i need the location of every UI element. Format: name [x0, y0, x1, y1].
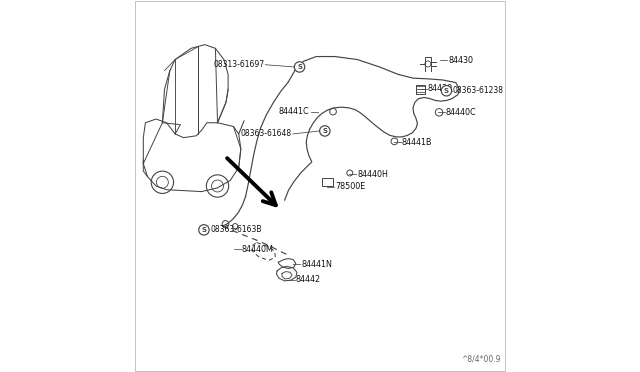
Text: 08363-6163B: 08363-6163B	[211, 225, 262, 234]
Circle shape	[441, 86, 452, 96]
Bar	[322, 178, 333, 186]
Text: 08363-61648: 08363-61648	[241, 129, 292, 138]
Text: 84440H: 84440H	[357, 170, 388, 179]
Text: ^8/4*00.9: ^8/4*00.9	[461, 355, 500, 364]
Text: 84430: 84430	[449, 56, 474, 65]
Text: S: S	[323, 128, 327, 134]
Text: S: S	[444, 88, 449, 94]
Text: 84441B: 84441B	[402, 138, 433, 147]
Text: 84440M: 84440M	[242, 245, 274, 254]
Text: 84442: 84442	[296, 275, 321, 284]
Text: 08313-61697: 08313-61697	[213, 60, 264, 69]
Text: 84441N: 84441N	[301, 260, 332, 269]
Circle shape	[319, 126, 330, 136]
Text: 08363-61238: 08363-61238	[452, 86, 503, 95]
Text: 84420: 84420	[428, 84, 453, 93]
Text: S: S	[202, 227, 207, 233]
Text: S: S	[297, 64, 302, 70]
Circle shape	[294, 62, 305, 72]
Text: 84441C: 84441C	[279, 107, 310, 116]
Text: 84440C: 84440C	[445, 108, 476, 117]
Circle shape	[199, 225, 209, 235]
Text: 78500E: 78500E	[335, 182, 365, 191]
